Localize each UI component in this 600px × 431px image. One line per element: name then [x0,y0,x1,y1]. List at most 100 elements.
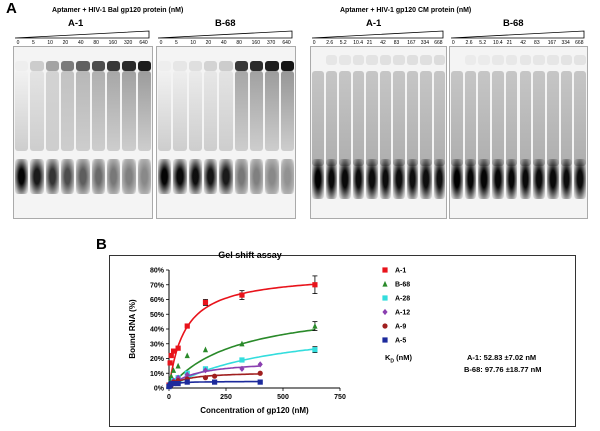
x-tick-label: 0 [167,394,171,401]
bound-band [420,55,432,65]
lane-smear [519,71,532,166]
y-tick-label: 20% [150,356,165,363]
bound-band [250,61,264,71]
bound-band [219,61,233,71]
gel-label: A-1 [366,18,382,29]
data-point [175,345,181,351]
concentration-label: 10 [190,40,196,46]
gel-label: B-68 [503,18,524,29]
data-point [184,371,190,378]
bound-band [433,55,445,65]
concentration-label: 0 [16,40,20,46]
lane-smear [137,71,151,151]
y-tick-label: 30% [150,341,165,348]
free-band [533,159,545,199]
free-band [379,159,391,199]
free-band [560,159,573,199]
lane-smear [546,71,559,166]
free-band [478,159,491,199]
lane-smear [339,71,351,166]
concentration-label: 668 [434,40,443,46]
concentration-label: 2.6 [326,40,334,46]
free-band [352,159,364,199]
free-band [15,159,29,194]
bound-band [352,55,364,65]
free-band [265,159,279,194]
panel-b-frame [109,255,576,427]
legend-marker [382,308,388,316]
data-point [202,299,209,306]
lane-smear [158,71,172,151]
data-point [202,375,209,381]
legend-marker [382,295,388,301]
lane-smear [188,71,202,151]
lane-smear [406,71,418,166]
free-band [234,159,248,194]
free-band [574,159,586,199]
data-point [168,373,174,379]
y-tick-label: 0% [154,386,165,393]
free-band [45,159,59,194]
gel-label: A-1 [68,18,84,29]
concentration-label: 20 [62,40,69,46]
free-band [219,159,233,194]
bound-band [265,61,279,71]
data-point [312,347,318,353]
free-band [325,159,337,199]
concentration-label: 0 [159,40,163,46]
y-tick-label: 50% [150,312,165,319]
lane-smear [219,71,233,151]
bound-band [61,61,75,71]
kd-unit: (nM) [394,353,412,362]
bound-band [505,55,518,65]
data-point [202,367,209,374]
free-band [505,159,518,199]
free-band [393,159,405,199]
y-tick-label: 60% [150,297,165,304]
legend-label: A-5 [395,338,406,345]
concentration-label: 320 [124,40,133,46]
lane-smear [234,71,248,151]
concentration-label: 668 [575,40,584,46]
kd-subscript: D [390,358,395,365]
concentration-label: 40 [221,40,227,46]
gel-image [310,46,447,219]
data-point [184,352,190,359]
free-band [250,159,264,194]
data-point [167,360,173,366]
bound-band [325,55,337,65]
lane-smear [61,71,75,151]
bound-band [173,61,187,71]
kd-symbol: K [385,353,391,362]
panel-b-letter: B [96,236,107,253]
legend-label: B-68 [395,282,410,289]
concentration-label: 5.2 [339,40,347,46]
concentration-label: 334 [561,40,570,46]
free-band [76,159,90,194]
lane-smear [560,71,573,166]
free-band [137,159,151,194]
free-band [61,159,75,194]
data-point [184,379,190,385]
kd-value-b68: B-68: 97.76 ±18.77 nM [464,365,542,374]
bound-band [91,61,105,71]
concentration-label: 80 [93,40,99,46]
gel-image [449,46,588,219]
lane-smear [204,71,218,151]
free-band [107,159,121,194]
free-band [173,159,187,194]
concentration-wedge [14,30,150,39]
concentration-label: 42 [380,40,386,46]
concentration-label: 160 [251,40,260,46]
legend-marker [382,337,388,343]
concentration-label: 5 [175,40,178,46]
free-band [312,159,324,199]
concentration-label: 10 [47,40,53,46]
bound-band [339,55,351,65]
data-point [239,292,245,298]
lane-smear [250,71,264,151]
concentration-wedge [157,30,293,39]
free-band [122,159,136,194]
data-point [239,365,245,372]
free-band [366,159,378,199]
